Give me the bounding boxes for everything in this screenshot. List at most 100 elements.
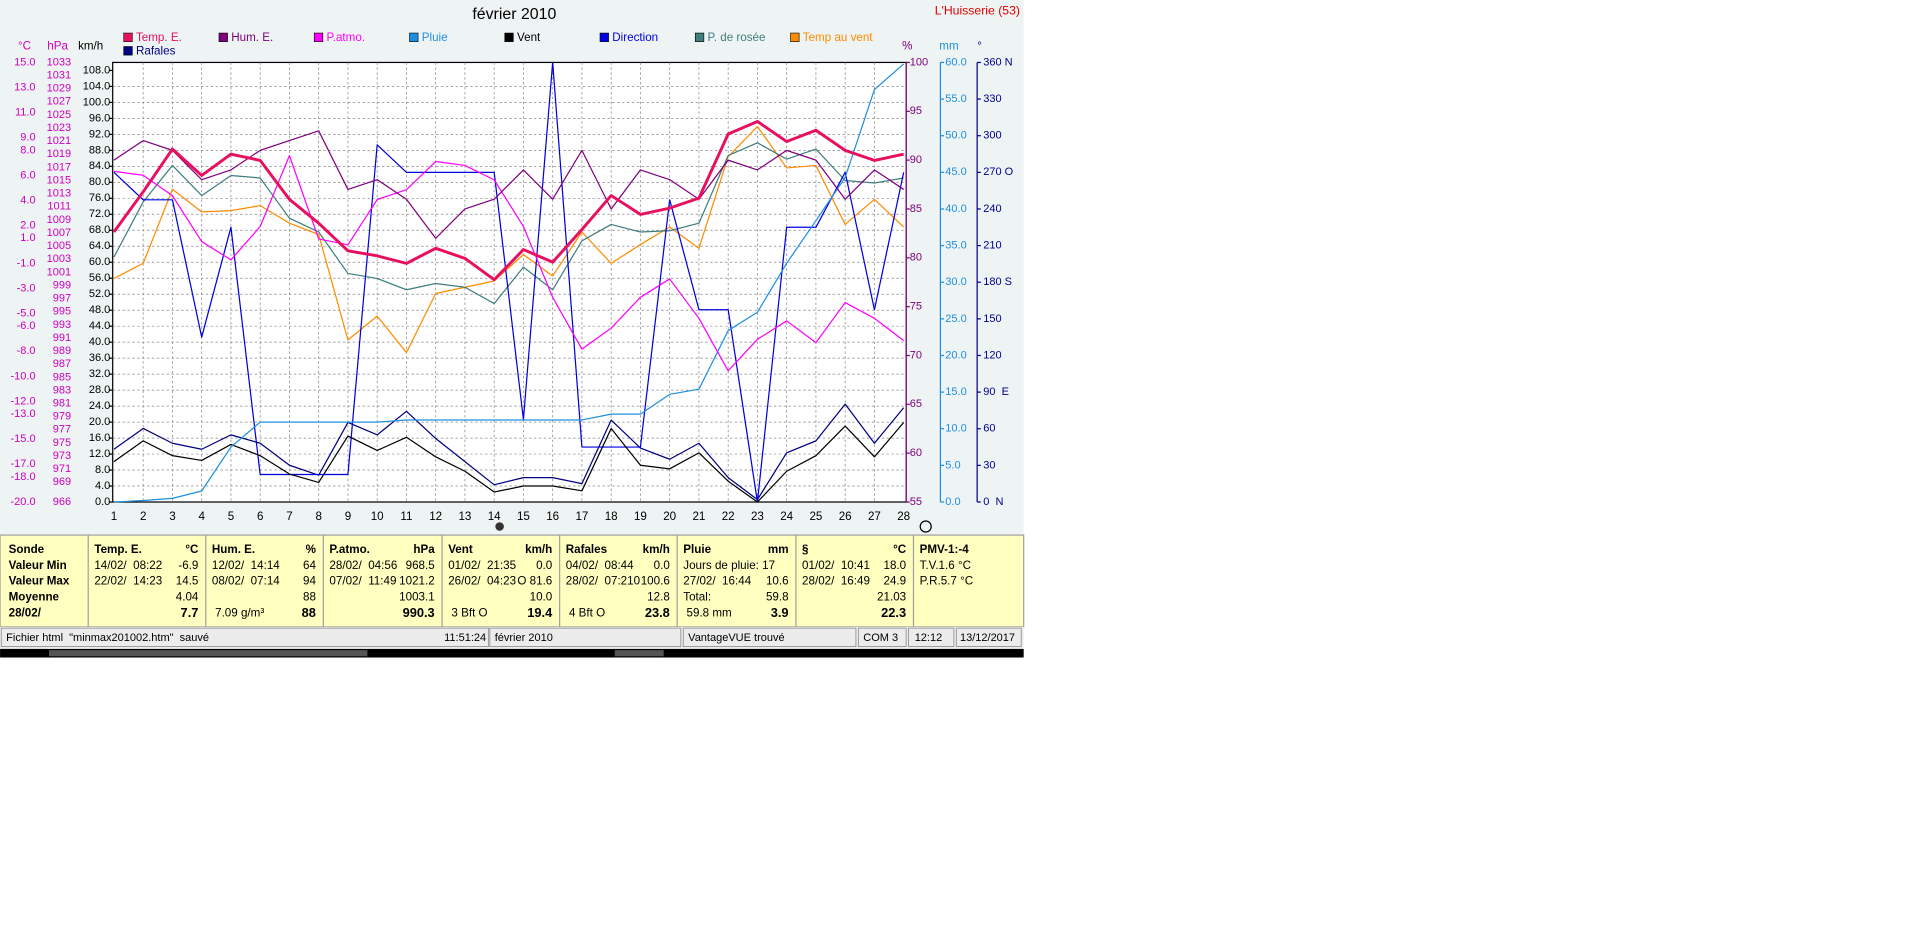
x-tick-label: 4 xyxy=(198,510,205,523)
legend-label: P. de rosée xyxy=(708,31,766,44)
table-cell: Moyenne xyxy=(9,591,60,604)
y-tick-label: -6.0 xyxy=(17,320,36,332)
x-tick-label: 18 xyxy=(605,510,618,523)
y-tick-label: 180 S xyxy=(983,276,1012,288)
x-tick-label: 25 xyxy=(809,510,822,523)
table-header: Rafales xyxy=(566,543,607,556)
series-line xyxy=(113,63,905,503)
legend-swatch xyxy=(123,32,133,42)
y-tick-label: 966 xyxy=(53,496,71,508)
y-tick-label: 10.0 xyxy=(945,423,966,435)
x-tick-label: 17 xyxy=(575,510,588,523)
table-unit: mm xyxy=(768,543,789,556)
y-tick-label: 80.0 xyxy=(89,176,110,188)
y-tick-label: 1015 xyxy=(47,174,71,186)
legend-label: Hum. E. xyxy=(231,31,273,44)
y-tick-label: 1025 xyxy=(47,109,71,121)
table-cell: 26/02/ 04:23 xyxy=(448,575,516,588)
axis-unit: ° xyxy=(977,40,982,53)
legend-swatch xyxy=(313,32,324,42)
y-tick-label: 56.0 xyxy=(89,272,110,284)
x-tick-label: 26 xyxy=(839,510,852,523)
y-tick-label: 68.0 xyxy=(89,224,110,236)
y-tick-label: 85 xyxy=(910,203,922,215)
table-cell: 01/02/ 10:41 xyxy=(802,559,870,572)
y-tick-label: 1.0 xyxy=(20,232,35,244)
y-tick-label: 993 xyxy=(53,319,71,331)
table-header: Pluie xyxy=(683,543,711,556)
legend-swatch xyxy=(123,46,133,56)
y-tick-label: 60 xyxy=(983,423,995,435)
series-line xyxy=(113,154,905,372)
y-tick-label: 210 xyxy=(983,240,1001,252)
status-text: COM 3 xyxy=(863,632,898,644)
axis-unit: km/h xyxy=(78,40,103,53)
y-tick-label: 4.0 xyxy=(20,194,35,206)
y-tick-label: 55 xyxy=(910,496,922,508)
y-tick-label: 1011 xyxy=(47,201,71,213)
table-value: 12.8 xyxy=(647,591,670,604)
legend-swatch xyxy=(694,32,705,42)
legend-label: Pluie xyxy=(422,31,448,44)
series-line xyxy=(113,61,905,503)
y-tick-label: 65 xyxy=(910,398,922,410)
x-tick-label: 1 xyxy=(111,510,117,523)
table-unit: hPa xyxy=(413,543,435,556)
table-cell: 59.8 mm xyxy=(683,607,731,620)
y-tick-label: -5.0 xyxy=(17,308,36,320)
y-tick-label: 300 xyxy=(983,130,1001,142)
y-tick-label: -20.0 xyxy=(10,496,35,508)
y-tick-label: 13.0 xyxy=(14,81,35,93)
table-value: 990.3 xyxy=(403,605,435,620)
legend-label: Direction xyxy=(612,31,658,44)
y-tick-label: 985 xyxy=(53,371,71,383)
table-cell: 28/02/ 04:56 xyxy=(329,559,397,572)
legend-label: P.atmo. xyxy=(326,31,365,44)
y-tick-label: 987 xyxy=(53,358,71,370)
y-tick-label: 90 xyxy=(910,154,922,166)
table-value: 21.03 xyxy=(877,591,906,604)
legend-swatch xyxy=(218,32,228,42)
y-tick-label: 48.0 xyxy=(89,304,110,316)
status-text: Fichier html "minmax201002.htm" sauvé xyxy=(6,632,209,644)
table-value: 1003.1 xyxy=(399,591,435,604)
table-value: 14.5 xyxy=(176,575,199,588)
table-header: Sonde xyxy=(9,543,45,556)
summary-table xyxy=(0,534,1025,628)
y-tick-label: 0.0 xyxy=(95,496,110,508)
y-tick-label: 11.0 xyxy=(15,107,36,119)
y-tick-label: 100.0 xyxy=(83,96,111,108)
table-unit: km/h xyxy=(525,543,552,556)
y-tick-label: 120 xyxy=(983,349,1001,361)
y-tick-label: 92.0 xyxy=(89,128,110,140)
y-tick-label: 1027 xyxy=(47,96,71,108)
series-line xyxy=(113,130,905,239)
y-tick-label: 969 xyxy=(53,476,71,488)
y-tick-label: 2.0 xyxy=(20,220,35,232)
table-cell: Jours de pluie: 17 xyxy=(683,559,775,572)
table-cell: 08/02/ 07:14 xyxy=(212,575,280,588)
table-cell: 27/02/ 16:44 xyxy=(683,575,751,588)
x-tick-label: 9 xyxy=(345,510,351,523)
y-tick-label: 25.0 xyxy=(945,313,966,325)
x-tick-label: 15 xyxy=(517,510,530,523)
series-line xyxy=(112,120,904,282)
y-tick-label: 30 xyxy=(983,459,995,471)
taskbar-segment xyxy=(49,650,368,657)
table-value: 94 xyxy=(303,575,316,588)
table-cell: P.R.5.7 °C xyxy=(920,575,974,588)
table-cell: 07/02/ 11:49 xyxy=(329,575,396,588)
status-field xyxy=(0,627,490,647)
y-tick-label: 1007 xyxy=(47,227,71,239)
x-tick-label: 14 xyxy=(488,510,501,523)
y-tick-label: 80 xyxy=(910,252,922,264)
y-tick-label: 995 xyxy=(53,306,71,318)
y-tick-label: -17.0 xyxy=(10,458,35,470)
y-tick-label: -15.0 xyxy=(10,433,35,445)
y-tick-label: 5.0 xyxy=(945,459,960,471)
series-line xyxy=(113,403,905,501)
y-tick-label: -13.0 xyxy=(10,408,35,420)
y-tick-label: 70 xyxy=(910,349,922,361)
